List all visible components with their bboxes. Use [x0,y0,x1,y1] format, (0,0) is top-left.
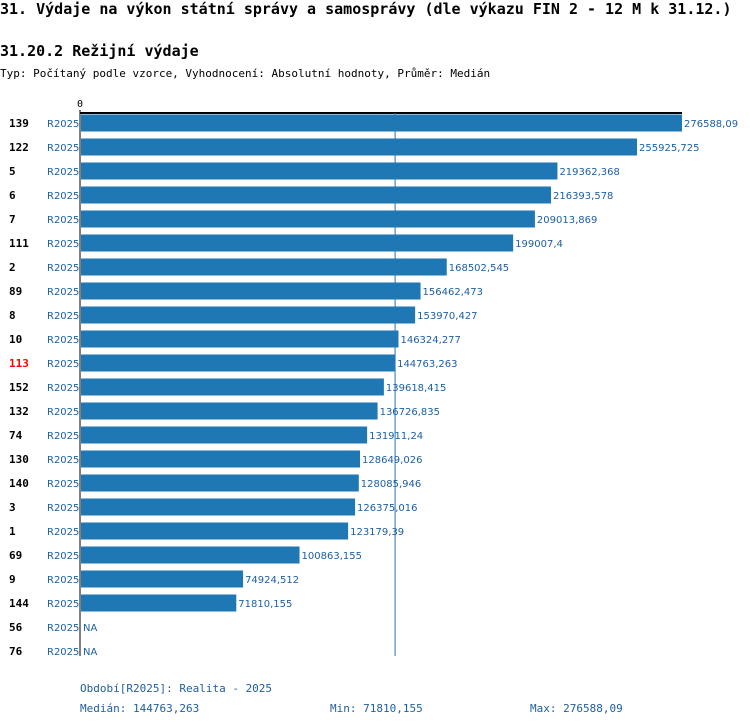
bar [81,402,378,420]
footer-max: Max: 276588,09 [530,702,623,715]
bar [81,210,535,228]
category-label: 74 [9,429,23,442]
value-label: 126375,016 [357,503,417,514]
value-label: 100863,155 [302,551,362,562]
period-label: R2025 [47,503,79,514]
value-label: 71810,155 [238,599,292,610]
section-title: 31.20.2 Režijní výdaje [0,42,199,60]
bar [81,546,300,564]
period-label: R2025 [47,407,79,418]
period-label: R2025 [47,143,79,154]
axis-zero-label: 0 [77,99,83,110]
category-label: 152 [9,381,29,394]
value-label: 146324,277 [400,335,460,346]
period-label: R2025 [47,647,79,658]
category-label: 6 [9,189,16,202]
period-label: R2025 [47,215,79,226]
value-label: 255925,725 [639,143,699,154]
category-label: 140 [9,477,29,490]
bar [81,234,514,252]
category-label: 89 [9,285,22,298]
period-label: R2025 [47,623,79,634]
bar [81,354,396,372]
bar [81,258,447,276]
bar [81,474,359,492]
bar [81,330,399,348]
value-label: 156462,473 [423,287,483,298]
chart-subtitle: Typ: Počítaný podle vzorce, Vyhodnocení:… [0,67,491,80]
bar [81,282,421,300]
category-label: 144 [9,597,29,610]
period-label: R2025 [47,551,79,562]
category-label: 76 [9,645,23,658]
category-label: 111 [9,237,29,250]
bar [81,138,638,156]
category-label: 1 [9,525,16,538]
category-label: 132 [9,405,29,418]
value-label: 209013,869 [537,215,597,226]
value-label: 168502,545 [449,263,509,274]
category-label: 9 [9,573,16,586]
period-label: R2025 [47,599,79,610]
category-label: 113 [9,357,29,370]
category-label: 130 [9,453,29,466]
value-label: NA [83,623,97,634]
bar [81,378,384,396]
value-label: 136726,835 [380,407,440,418]
category-label: 8 [9,309,16,322]
bar [81,522,349,540]
bar [81,426,368,444]
bar [81,186,551,204]
period-label: R2025 [47,479,79,490]
category-label: 69 [9,549,22,562]
footer-min: Min: 71810,155 [330,702,423,715]
period-label: R2025 [47,359,79,370]
value-label: 199007,4 [515,239,563,250]
value-label: 144763,263 [397,359,457,370]
bar [81,498,356,516]
category-label: 122 [9,141,29,154]
period-label: R2025 [47,431,79,442]
category-label: 3 [9,501,16,514]
category-label: 56 [9,621,23,634]
value-label: 123179,39 [350,527,404,538]
period-label: R2025 [47,575,79,586]
bar [81,306,416,324]
category-label: 5 [9,165,16,178]
period-label: R2025 [47,335,79,346]
bar [81,570,244,588]
period-label: R2025 [47,239,79,250]
value-label: 128649,026 [362,455,422,466]
value-label: 153970,427 [417,311,477,322]
value-label: 139618,415 [386,383,446,394]
category-label: 7 [9,213,16,226]
bar [81,162,558,180]
period-label: R2025 [47,455,79,466]
value-label: 128085,946 [361,479,421,490]
bar [81,594,237,612]
value-label: 219362,368 [559,167,619,178]
footer-median: Medián: 144763,263 [80,702,200,715]
period-label: R2025 [47,119,79,130]
bar [81,114,682,132]
period-label: R2025 [47,383,79,394]
category-label: 139 [9,117,29,130]
value-label: 276588,09 [684,119,738,130]
category-label: 2 [9,261,16,274]
period-label: R2025 [47,263,79,274]
page-title: 31. Výdaje na výkon státní správy a samo… [0,0,732,18]
period-label: R2025 [47,167,79,178]
value-label: 74924,512 [245,575,299,586]
period-label: R2025 [47,527,79,538]
period-label: R2025 [47,191,79,202]
value-label: 216393,578 [553,191,613,202]
value-label: NA [83,647,97,658]
bar [81,450,361,468]
category-label: 10 [9,333,22,346]
period-label: R2025 [47,311,79,322]
value-label: 131911,24 [369,431,423,442]
period-label: R2025 [47,287,79,298]
footer-period: Období[R2025]: Realita - 2025 [80,682,273,695]
